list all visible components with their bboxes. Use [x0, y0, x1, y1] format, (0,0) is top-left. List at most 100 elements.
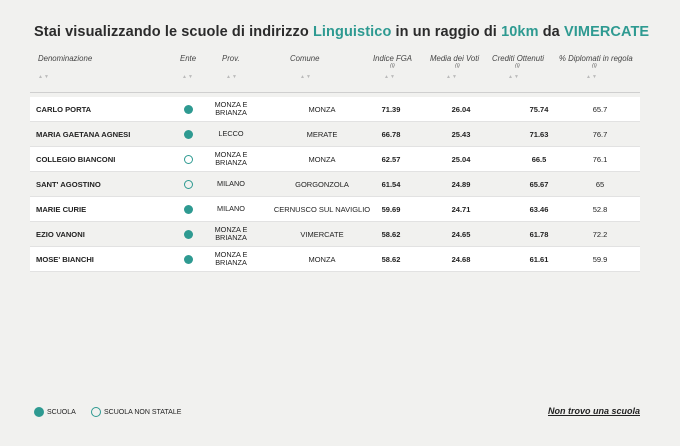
school-media: 24.68	[451, 254, 471, 264]
school-diplomati: 76.7	[592, 129, 608, 139]
school-name[interactable]: MARIA GAETANA AGNESI	[36, 129, 131, 139]
school-ente	[176, 222, 200, 246]
school-media: 25.04	[451, 154, 471, 164]
school-media: 25.43	[451, 129, 471, 139]
info-marker-diplomati[interactable]: (i)	[592, 63, 597, 69]
school-prov: MONZA E BRIANZA	[214, 150, 248, 167]
legend-scuola: SCUOLA	[34, 407, 76, 417]
legend-non-statale: SCUOLA NON STATALE	[91, 407, 181, 417]
title-da: da	[542, 24, 560, 40]
title-raggio: 10km	[501, 24, 539, 40]
school-crediti: 61.61	[529, 254, 549, 264]
empty-circle-icon	[183, 154, 193, 164]
school-comune: GORGONZOLA	[295, 179, 349, 189]
col-header-diplomati[interactable]: % Diplomati in regola	[559, 54, 633, 63]
sort-arrows-icon[interactable]: ▲▼	[446, 74, 458, 80]
filled-circle-icon	[183, 104, 193, 114]
col-header-prov[interactable]: Prov.	[222, 54, 240, 63]
info-marker-fga[interactable]: (i)	[390, 63, 395, 69]
school-comune: MONZA	[308, 154, 336, 164]
school-diplomati: 59.9	[592, 254, 608, 264]
school-prov: MONZA E BRIANZA	[214, 100, 248, 117]
school-ente	[176, 147, 200, 171]
empty-circle-icon	[91, 407, 101, 417]
filled-circle-icon	[183, 129, 193, 139]
col-header-crediti[interactable]: Crediti Ottenuti	[492, 54, 545, 63]
school-prov: MONZA E BRIANZA	[214, 250, 248, 267]
school-diplomati: 72.2	[592, 229, 608, 239]
sort-arrows-icon[interactable]: ▲▼	[384, 74, 396, 80]
legend-scuola-label: SCUOLA	[47, 408, 76, 416]
school-fga: 62.57	[381, 154, 401, 164]
table-row[interactable]: EZIO VANONI MONZA E BRIANZA VIMERCATE 58.62…	[30, 222, 640, 247]
school-comune: CERNUSCO SUL NAVIGLIO	[273, 204, 371, 214]
school-media: 24.71	[451, 204, 471, 214]
table-row[interactable]: MARIA GAETANA AGNESI LECCO MERATE 66.78 25.4…	[30, 122, 640, 147]
school-crediti: 63.46	[529, 204, 549, 214]
school-name[interactable]: MARIE CURIE	[36, 204, 87, 214]
filled-circle-icon	[183, 254, 193, 264]
school-ente	[176, 172, 200, 196]
page-title: Stai visualizzando le scuole di indirizz…	[34, 24, 649, 40]
info-marker-crediti[interactable]: (i)	[515, 63, 520, 69]
school-media: 24.89	[451, 179, 471, 189]
table-row[interactable]: SANT' AGOSTINO MILANO GORGONZOLA 61.54 24.89…	[30, 172, 640, 197]
header-divider	[30, 92, 640, 93]
school-name[interactable]: MOSE' BIANCHI	[36, 254, 94, 264]
school-name[interactable]: SANT' AGOSTINO	[36, 179, 101, 189]
sort-arrows-icon[interactable]: ▲▼	[226, 74, 238, 80]
not-found-link[interactable]: Non trovo una scuola	[547, 406, 640, 416]
school-fga: 59.69	[381, 204, 401, 214]
school-name[interactable]: COLLEGIO BIANCONI	[36, 154, 116, 164]
sort-arrows-icon[interactable]: ▲▼	[586, 74, 598, 80]
table-row[interactable]: CARLO PORTA MONZA E BRIANZA MONZA 71.39 26.0…	[30, 97, 640, 122]
school-prov: MONZA E BRIANZA	[214, 225, 248, 242]
col-header-denominazione[interactable]: Denominazione	[38, 54, 93, 63]
school-name[interactable]: EZIO VANONI	[36, 229, 85, 239]
school-diplomati: 52.8	[592, 204, 608, 214]
table-row[interactable]: MARIE CURIE MILANO CERNUSCO SUL NAVIGLIO 59…	[30, 197, 640, 222]
school-crediti: 61.78	[529, 229, 549, 239]
school-ente	[176, 122, 200, 146]
table-row[interactable]: COLLEGIO BIANCONI MONZA E BRIANZA MONZA 62.…	[30, 147, 640, 172]
col-header-media[interactable]: Media dei Voti	[430, 54, 480, 63]
col-header-fga[interactable]: Indice FGA	[373, 54, 412, 63]
school-media: 26.04	[451, 104, 471, 114]
school-crediti: 66.5	[531, 154, 547, 164]
school-ente	[176, 247, 200, 271]
title-indirizzo: Linguistico	[312, 24, 392, 40]
title-mid: in un raggio di	[395, 24, 497, 40]
table-row[interactable]: MOSE' BIANCHI MONZA E BRIANZA MONZA 58.62 24…	[30, 247, 640, 272]
school-crediti: 65.67	[529, 179, 549, 189]
title-prefix: Stai visualizzando le scuole di indirizz…	[34, 24, 309, 40]
col-header-ente[interactable]: Ente	[180, 54, 197, 63]
school-prov: MILANO	[217, 204, 245, 213]
filled-circle-icon	[183, 229, 193, 239]
col-header-comune[interactable]: Comune	[290, 54, 320, 63]
filled-circle-icon	[34, 407, 44, 417]
legend-non-statale-label: SCUOLA NON STATALE	[104, 408, 182, 416]
sort-arrows-icon[interactable]: ▲▼	[182, 74, 194, 80]
school-crediti: 71.63	[529, 129, 549, 139]
school-fga: 58.62	[381, 229, 401, 239]
school-comune: MERATE	[306, 129, 338, 139]
school-fga: 71.39	[381, 104, 401, 114]
school-ente	[176, 97, 200, 121]
sort-arrows-icon[interactable]: ▲▼	[38, 74, 50, 80]
sort-arrows-icon[interactable]: ▲▼	[300, 74, 312, 80]
school-diplomati: 65	[595, 179, 605, 189]
school-prov: LECCO	[218, 129, 244, 138]
title-citta: VIMERCATE	[563, 24, 650, 40]
school-media: 24.65	[451, 229, 471, 239]
sort-arrows-icon[interactable]: ▲▼	[508, 74, 520, 80]
school-fga: 66.78	[381, 129, 401, 139]
school-crediti: 75.74	[529, 104, 549, 114]
school-comune: VIMERCATE	[300, 229, 344, 239]
school-ente	[176, 197, 200, 221]
school-comune: MONZA	[308, 254, 336, 264]
info-marker-media[interactable]: (i)	[455, 63, 460, 69]
school-diplomati: 76.1	[592, 154, 608, 164]
school-fga: 58.62	[381, 254, 401, 264]
school-name[interactable]: CARLO PORTA	[36, 104, 92, 114]
empty-circle-icon	[183, 179, 193, 189]
